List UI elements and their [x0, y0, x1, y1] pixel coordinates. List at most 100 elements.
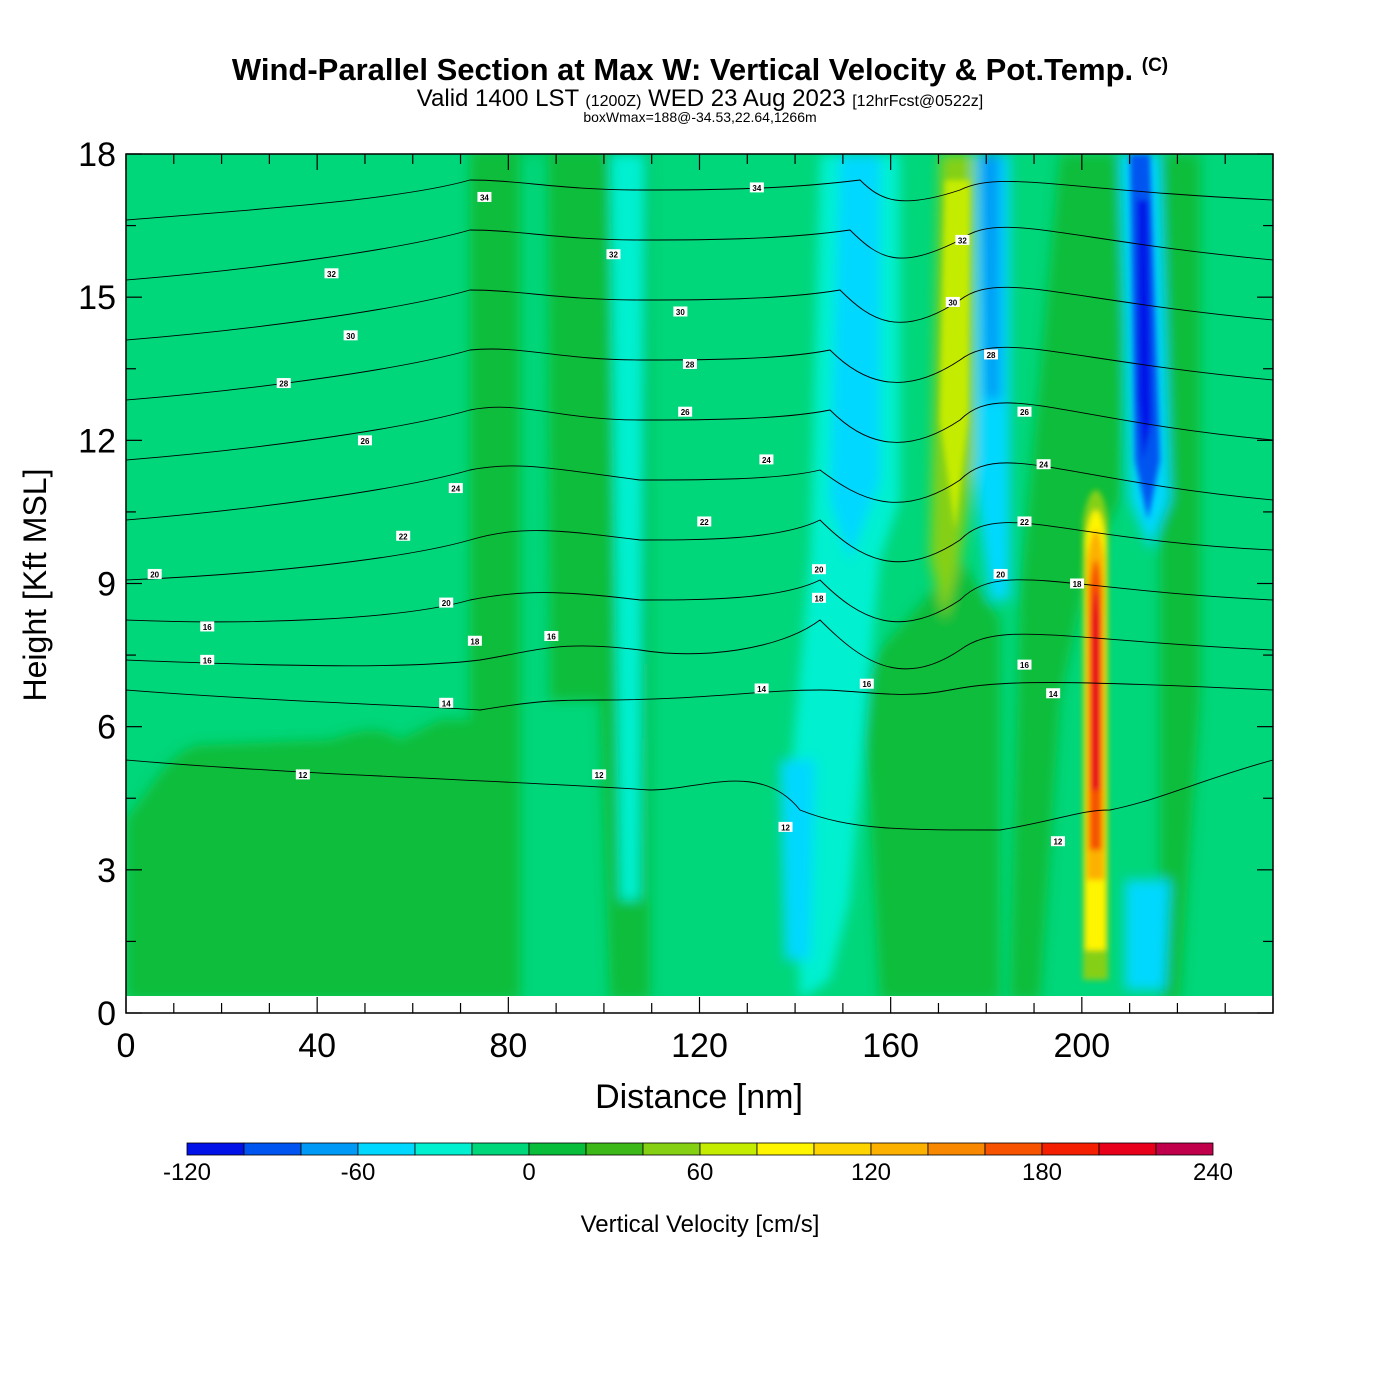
colorbar-swatch: [756, 1142, 815, 1156]
svg-text:28: 28: [685, 360, 694, 369]
svg-text:26: 26: [1020, 408, 1029, 417]
theta-label: 16: [859, 678, 874, 689]
colorbar-tick-label: 60: [687, 1159, 714, 1186]
svg-text:18: 18: [470, 637, 479, 646]
svg-text:30: 30: [676, 308, 685, 317]
svg-text:16: 16: [203, 656, 212, 665]
theta-label: 32: [606, 249, 621, 260]
colorbar-tick-label: 240: [1193, 1159, 1233, 1186]
colorbar-tick-label: -60: [341, 1159, 376, 1186]
vertical-velocity-field: [126, 154, 1273, 1013]
x-axis-label: Distance [nm]: [595, 1078, 803, 1116]
colorbar-swatch: [585, 1142, 644, 1156]
colorbar-swatch: [357, 1142, 416, 1156]
colorbar-swatch: [471, 1142, 530, 1156]
colorbar-swatch: [1041, 1142, 1100, 1156]
colorbar-swatch: [243, 1142, 302, 1156]
theta-label: 12: [592, 769, 607, 780]
svg-text:20: 20: [996, 570, 1005, 579]
theta-label: 20: [147, 568, 162, 579]
theta-label: 32: [955, 234, 970, 245]
box-wmax-line: boxWmax=188@-34.53,22.64,1266m: [583, 109, 817, 125]
theta-label: 26: [1017, 406, 1032, 417]
y-tick-label: 6: [97, 709, 116, 747]
svg-text:14: 14: [757, 685, 766, 694]
colorbar-swatch: [813, 1142, 872, 1156]
colorbar-swatch: [300, 1142, 359, 1156]
x-tick-label: 200: [1053, 1027, 1110, 1065]
svg-text:34: 34: [752, 184, 761, 193]
svg-text:22: 22: [1020, 518, 1029, 527]
theta-label: 30: [343, 330, 358, 341]
chart-title: Wind-Parallel Section at Max W: Vertical…: [231, 52, 1169, 87]
theta-label: 24: [448, 483, 463, 494]
y-tick-label: 9: [97, 566, 116, 604]
svg-text:28: 28: [279, 380, 288, 389]
y-tick-label: 12: [78, 422, 116, 460]
svg-text:32: 32: [609, 251, 618, 260]
svg-text:12: 12: [298, 771, 307, 780]
svg-text:12: 12: [781, 823, 790, 832]
theta-contour-lines: [126, 179, 1273, 831]
colorbar-swatch: [1155, 1142, 1214, 1156]
y-axis-label: Height [Kft MSL]: [17, 469, 53, 702]
theta-label: 12: [778, 821, 793, 832]
colorbar-swatch: [699, 1142, 758, 1156]
theta-label: 22: [1017, 516, 1032, 527]
colorbar-swatch: [642, 1142, 701, 1156]
x-axis: 0 40 80 120 160 200: [117, 154, 1274, 1065]
svg-text:14: 14: [442, 699, 451, 708]
theta-label: 18: [467, 635, 482, 646]
svg-text:20: 20: [150, 570, 159, 579]
svg-text:18: 18: [1073, 580, 1082, 589]
colorbar-swatch: [870, 1142, 929, 1156]
x-tick-label: 80: [489, 1027, 527, 1065]
theta-label: 18: [1070, 578, 1085, 589]
theta-label: 30: [673, 306, 688, 317]
theta-label: 34: [749, 182, 764, 193]
valid-time-line: Valid 1400 LST (1200Z) WED 23 Aug 2023 […: [416, 85, 984, 112]
theta-label: 14: [1046, 688, 1061, 699]
svg-text:30: 30: [346, 332, 355, 341]
copyright-mark: (C): [1141, 55, 1169, 76]
x-tick-label: 0: [117, 1027, 136, 1065]
colorbar-tick-label: 120: [851, 1159, 891, 1186]
svg-text:22: 22: [399, 532, 408, 541]
theta-label: 24: [1036, 459, 1051, 470]
theta-label: 12: [1050, 836, 1065, 847]
theta-label: 22: [697, 516, 712, 527]
theta-label: 24: [759, 454, 774, 465]
svg-text:12: 12: [1053, 838, 1062, 847]
svg-text:24: 24: [451, 485, 460, 494]
theta-label: 16: [544, 630, 559, 641]
svg-text:26: 26: [681, 408, 690, 417]
svg-text:16: 16: [203, 623, 212, 632]
svg-text:32: 32: [958, 236, 967, 245]
theta-contour-labels: 20 16 16 28 12 32 30 26 22 20 14 24 18 34 16 12 32 30 28 26…: [147, 182, 1085, 847]
svg-text:22: 22: [700, 518, 709, 527]
theta-label: 28: [276, 378, 291, 389]
y-tick-label: 0: [97, 995, 116, 1033]
theta-label: 16: [200, 621, 215, 632]
svg-text:16: 16: [547, 632, 556, 641]
theta-label: 20: [993, 568, 1008, 579]
theta-label: 16: [200, 654, 215, 665]
theta-label: 16: [1017, 659, 1032, 670]
colorbar-swatch: [414, 1142, 473, 1156]
theta-label: 30: [945, 296, 960, 307]
x-tick-label: 40: [298, 1027, 336, 1065]
theta-label: 32: [324, 268, 339, 279]
svg-text:16: 16: [1020, 661, 1029, 670]
theta-label: 20: [811, 564, 826, 575]
theta-label: 18: [811, 592, 826, 603]
svg-text:34: 34: [480, 193, 489, 202]
colorbar-label: Vertical Velocity [cm/s]: [581, 1211, 820, 1238]
colorbar: -120 -60 0 60 120 180 240: [163, 1142, 1233, 1186]
theta-label: 14: [754, 683, 769, 694]
colorbar-swatch: [186, 1142, 245, 1156]
svg-text:30: 30: [948, 298, 957, 307]
colorbar-tick-label: 180: [1022, 1159, 1062, 1186]
theta-label: 14: [439, 697, 454, 708]
svg-text:16: 16: [862, 680, 871, 689]
